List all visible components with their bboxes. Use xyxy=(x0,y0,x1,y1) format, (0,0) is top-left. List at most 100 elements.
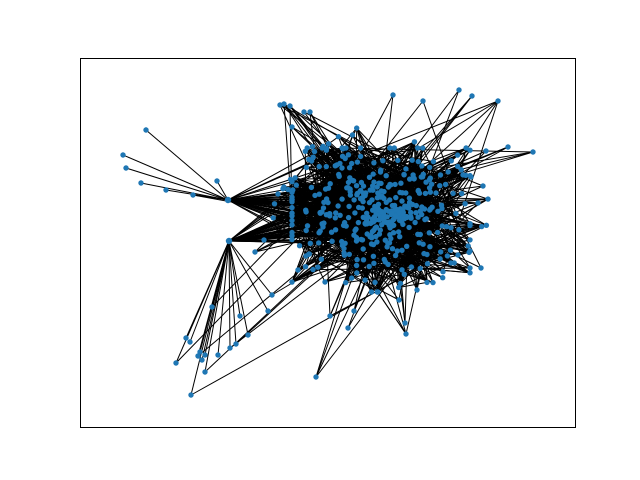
graph-edge xyxy=(429,89,460,168)
graph-node xyxy=(354,159,361,165)
graph-edge xyxy=(360,147,434,163)
graph-node xyxy=(437,183,443,189)
graph-node xyxy=(370,227,377,234)
graph-node xyxy=(393,194,399,201)
graph-node xyxy=(289,222,295,228)
graph-node xyxy=(120,152,126,158)
graph-node xyxy=(417,265,423,272)
graph-edge xyxy=(190,249,451,396)
graph-node xyxy=(342,155,348,162)
graph-node xyxy=(325,199,331,206)
graph-node xyxy=(339,196,345,202)
graph-node xyxy=(364,210,370,216)
graph-node xyxy=(406,224,412,231)
graph-node xyxy=(202,369,208,375)
graph-node xyxy=(390,217,396,223)
graph-node xyxy=(456,227,462,233)
graph-node xyxy=(343,223,349,229)
graph-edge xyxy=(289,105,364,202)
graph-node xyxy=(437,256,443,262)
graph-edge xyxy=(229,205,417,349)
graph-edge xyxy=(398,176,422,301)
graph-node xyxy=(415,214,421,220)
graph-node xyxy=(430,279,436,286)
graph-edge xyxy=(410,266,418,291)
graph-node xyxy=(412,219,418,226)
graph-node xyxy=(399,267,405,273)
graph-node xyxy=(138,180,144,186)
graph-edge xyxy=(416,232,430,291)
graph-node xyxy=(435,208,441,214)
graph-node xyxy=(289,236,295,243)
graph-node xyxy=(448,225,454,231)
graph-node xyxy=(339,165,345,171)
graph-node xyxy=(420,98,426,104)
graph-node xyxy=(469,93,475,99)
graph-edge xyxy=(145,129,229,201)
graph-edge xyxy=(398,281,428,288)
graph-node xyxy=(341,245,347,252)
graph-node xyxy=(303,253,309,259)
graph-node xyxy=(316,240,322,246)
graph-node xyxy=(350,178,357,184)
graph-node xyxy=(187,339,193,345)
graph-node xyxy=(391,222,397,228)
graph-node xyxy=(233,341,239,347)
graph-node xyxy=(335,134,342,140)
graph-edge xyxy=(216,180,229,201)
graph-node xyxy=(252,249,258,255)
graph-node xyxy=(467,221,473,227)
graph-node xyxy=(281,101,287,107)
graph-node xyxy=(340,146,346,152)
graph-node xyxy=(483,148,489,154)
graph-edge xyxy=(125,167,229,201)
graph-node xyxy=(183,335,189,341)
graph-edge xyxy=(374,95,473,207)
graph-edge xyxy=(254,199,373,253)
graph-node xyxy=(261,237,267,243)
graph-node xyxy=(163,187,169,193)
graph-node xyxy=(467,265,473,271)
graph-node xyxy=(430,158,437,165)
graph-node xyxy=(382,237,388,243)
graph-node xyxy=(349,160,355,167)
graph-edge xyxy=(204,240,230,373)
graph-node xyxy=(391,145,397,151)
graph-node xyxy=(386,240,393,246)
graph-node xyxy=(398,180,404,186)
graph-node xyxy=(480,183,486,189)
graph-node xyxy=(360,194,366,201)
graph-node xyxy=(265,308,271,314)
graph-node xyxy=(360,183,367,189)
graph-edge xyxy=(227,147,323,201)
graph-node xyxy=(420,145,426,151)
graph-node xyxy=(475,200,481,206)
graph-edge xyxy=(398,262,452,288)
graph-node xyxy=(343,279,349,286)
graph-node xyxy=(245,332,251,338)
graph-node xyxy=(403,166,409,172)
graph-node xyxy=(316,230,322,236)
graph-node xyxy=(318,256,325,262)
graph-node xyxy=(442,181,449,188)
graph-edge xyxy=(342,147,534,153)
graph-node xyxy=(304,223,311,229)
graph-node xyxy=(397,234,403,240)
graph-node xyxy=(313,374,319,380)
graph-edge xyxy=(348,151,534,183)
graph-node xyxy=(225,237,233,245)
graph-node xyxy=(347,175,353,181)
graph-node xyxy=(381,213,388,219)
graph-node xyxy=(404,243,410,249)
graph-node xyxy=(440,269,446,275)
graph-node xyxy=(197,349,203,355)
graph-node xyxy=(347,186,353,192)
graph-edge xyxy=(189,240,230,343)
graph-node xyxy=(379,209,385,215)
graph-node xyxy=(368,289,375,295)
graph-node xyxy=(434,229,441,236)
graph-node xyxy=(227,345,233,351)
graph-edge xyxy=(122,154,229,201)
graph-node xyxy=(426,230,432,236)
graph-node xyxy=(325,141,332,147)
